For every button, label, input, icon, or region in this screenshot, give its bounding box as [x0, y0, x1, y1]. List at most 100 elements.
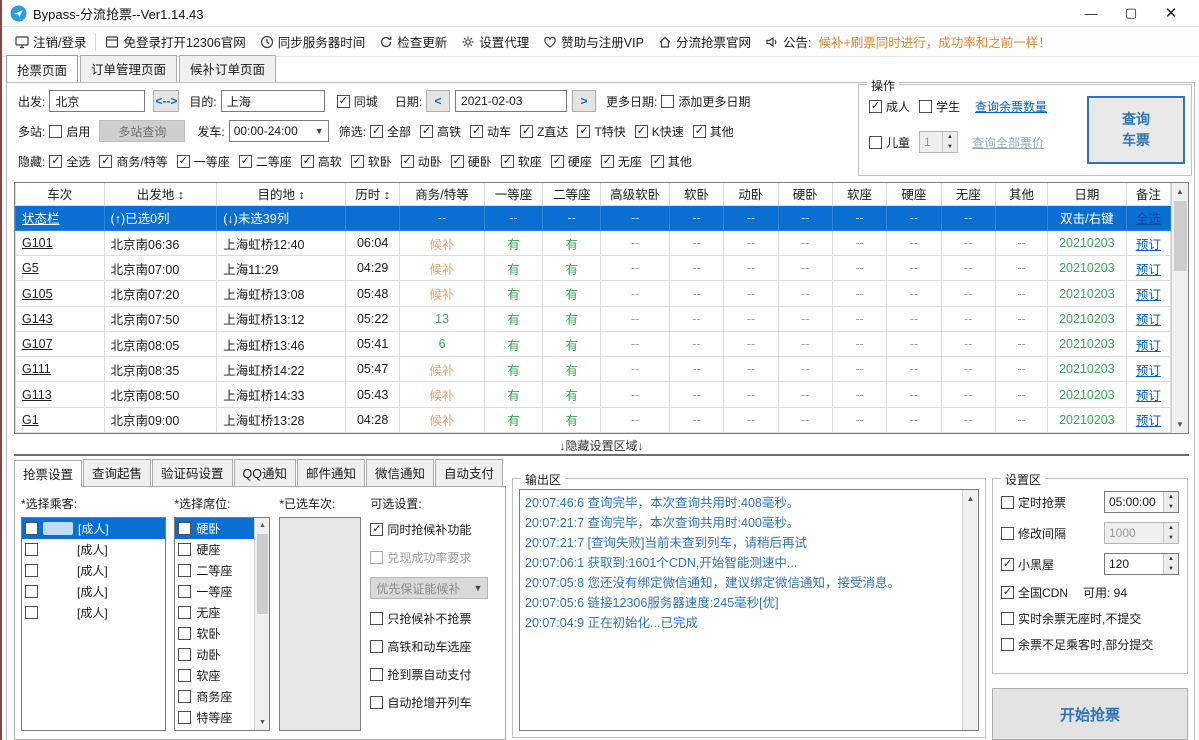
- logout-login-button[interactable]: 注销/登录: [8, 27, 93, 56]
- maximize-button[interactable]: ▢: [1124, 5, 1138, 20]
- seat-item-3[interactable]: 一等座: [175, 581, 254, 602]
- hide-checkbox-9[interactable]: 硬座: [550, 153, 592, 170]
- child-count-spinner[interactable]: 1 ▲ ▼: [919, 131, 959, 153]
- filter-checkbox-1[interactable]: 高铁: [420, 123, 461, 140]
- spinner-arrows[interactable]: ▲ ▼: [942, 132, 958, 152]
- main-tab-0[interactable]: 抢票页面: [6, 55, 79, 83]
- train-row[interactable]: G1 北京南09:00 上海虹桥13:28 04:28 候补有有 -- -- -- -- -- --…: [15, 406, 1172, 434]
- main-tab-1[interactable]: 订单管理页面: [80, 55, 178, 82]
- column-header-9[interactable]: 动卧: [723, 183, 779, 206]
- cell[interactable]: 预订: [1125, 305, 1172, 332]
- spinner-arrows[interactable]: ▲ ▼: [1163, 523, 1178, 543]
- column-header-2[interactable]: 目的地 ↕: [216, 183, 346, 206]
- same-city-checkbox[interactable]: 同城: [336, 93, 378, 110]
- passenger-item-4[interactable]: [成人]: [22, 602, 165, 623]
- set-proxy-button[interactable]: 设置代理: [454, 27, 536, 56]
- passenger-item-1[interactable]: [成人]: [22, 539, 165, 560]
- candidate-priority-dropdown[interactable]: 优先保证能候补 ▼: [370, 577, 489, 599]
- open-12306-button[interactable]: 免登录打开12306官网: [98, 27, 252, 56]
- rate-requirement-checkbox[interactable]: 兑现成功率要求: [370, 549, 499, 566]
- hide-checkbox-5[interactable]: 软卧: [350, 153, 392, 170]
- seat-item-5[interactable]: 软卧: [175, 623, 254, 644]
- grab-candidate-checkbox[interactable]: 同时抢候补功能: [370, 521, 499, 538]
- timed-grab-time-spinner[interactable]: 05:00:00 ▲ ▼: [1104, 491, 1179, 513]
- sponsor-vip-button[interactable]: 赞助与注册VIP: [536, 27, 651, 56]
- column-header-0[interactable]: 车次: [15, 183, 105, 206]
- scroll-up-icon[interactable]: ▲: [966, 493, 975, 503]
- scroll-down-icon[interactable]: ▼: [1176, 420, 1184, 429]
- autopay-checkbox[interactable]: 抢到票自动支付: [370, 666, 499, 683]
- bottom-tab-1[interactable]: 查询起售: [83, 459, 152, 486]
- close-button[interactable]: ✕: [1164, 5, 1178, 22]
- output-scrollbar[interactable]: ▲: [962, 490, 978, 730]
- column-header-5[interactable]: 一等座: [483, 183, 544, 206]
- cell[interactable]: 预订: [1125, 280, 1172, 307]
- next-date-button[interactable]: >: [572, 90, 597, 112]
- depart-time-dropdown[interactable]: 00:00-24:00 ▼: [228, 120, 329, 142]
- bottom-tab-5[interactable]: 微信通知: [366, 459, 435, 486]
- seat-item-8[interactable]: 商务座: [175, 686, 254, 707]
- seat-item-9[interactable]: 特等座: [175, 707, 254, 728]
- hide-checkbox-10[interactable]: 无座: [600, 153, 642, 170]
- hide-checkbox-2[interactable]: 一等座: [176, 153, 230, 170]
- cell[interactable]: 预订: [1125, 255, 1172, 282]
- cell[interactable]: 预订: [1125, 356, 1172, 383]
- adult-checkbox[interactable]: 成人: [869, 98, 910, 115]
- train-row[interactable]: G107 北京南08:05 上海虹桥13:46 05:41 6 有有 -- -- -- -- -- -…: [15, 330, 1172, 358]
- filter-checkbox-2[interactable]: 动车: [470, 123, 511, 140]
- hide-settings-divider[interactable]: ↓隐藏设置区域↓: [14, 437, 1189, 456]
- seat-item-4[interactable]: 无座: [175, 602, 254, 623]
- official-site-button[interactable]: 分流抢票官网: [651, 27, 758, 56]
- scroll-up-icon[interactable]: ▲: [1176, 187, 1184, 196]
- bottom-tab-6[interactable]: 自动支付: [435, 459, 504, 486]
- hide-checkbox-8[interactable]: 软座: [500, 153, 542, 170]
- hide-checkbox-3[interactable]: 二等座: [238, 153, 292, 170]
- hide-checkbox-7[interactable]: 硬卧: [450, 153, 492, 170]
- check-update-button[interactable]: 检查更新: [372, 27, 454, 56]
- filter-checkbox-4[interactable]: T特快: [577, 123, 626, 140]
- passenger-item-2[interactable]: [成人]: [22, 560, 165, 581]
- filter-checkbox-0[interactable]: 全部: [370, 123, 411, 140]
- column-header-8[interactable]: 软卧: [668, 183, 725, 206]
- blackroom-checkbox[interactable]: 小黑屋: [1001, 556, 1054, 573]
- sync-server-time-button[interactable]: 同步服务器时间: [253, 27, 373, 56]
- start-grab-button[interactable]: 开始抢票: [992, 688, 1188, 740]
- no-seat-no-submit-checkbox[interactable]: 实时余票无座时,不提交: [1001, 610, 1141, 627]
- main-tab-2[interactable]: 候补订单页面: [179, 55, 277, 82]
- cell[interactable]: G111: [15, 356, 105, 383]
- filter-checkbox-5[interactable]: K快速: [634, 123, 684, 140]
- cell[interactable]: 预订: [1125, 330, 1172, 358]
- cell[interactable]: G101: [15, 229, 105, 257]
- seat-item-6[interactable]: 动卧: [175, 644, 254, 665]
- train-row[interactable]: G105 北京南07:20 上海虹桥13:08 05:48 候补有有 -- -- -- -- --…: [15, 280, 1172, 307]
- filter-checkbox-6[interactable]: 其他: [692, 123, 734, 140]
- seat-list-scrollbar[interactable]: ▲ ▼: [254, 518, 270, 730]
- seat-item-1[interactable]: 硬座: [175, 539, 254, 560]
- column-header-16[interactable]: 备注: [1125, 183, 1172, 206]
- query-tickets-button[interactable]: 查询 车票: [1087, 96, 1185, 164]
- cell[interactable]: 预订: [1125, 406, 1172, 434]
- depart-input[interactable]: 北京: [49, 90, 146, 112]
- cell[interactable]: G113: [15, 381, 105, 408]
- timed-grab-checkbox[interactable]: 定时抢票: [1001, 494, 1066, 511]
- passenger-item-0[interactable]: [成人]: [22, 518, 165, 539]
- hide-checkbox-11[interactable]: 其他: [650, 153, 692, 170]
- blackroom-spinner[interactable]: 120 ▲ ▼: [1104, 553, 1179, 575]
- spinner-arrows[interactable]: ▲ ▼: [1163, 492, 1178, 512]
- bottom-tab-0[interactable]: 抢票设置: [14, 460, 83, 487]
- train-row[interactable]: G5 北京南07:00 上海11:29 04:29 候补有有 -- -- -- -- -- -- --…: [15, 255, 1172, 282]
- table-scrollbar[interactable]: ▲ ▼: [1171, 183, 1188, 433]
- column-header-12[interactable]: 硬座: [886, 183, 942, 206]
- column-header-14[interactable]: 其他: [994, 183, 1049, 206]
- column-header-4[interactable]: 商务/特等: [399, 183, 485, 206]
- filter-checkbox-3[interactable]: Z直达: [520, 123, 568, 140]
- partial-submit-checkbox[interactable]: 余票不足乘客时,部分提交: [1001, 636, 1153, 653]
- train-row[interactable]: G143 北京南07:50 上海虹桥13:12 05:22 13 有有 -- -- -- -- --…: [15, 305, 1172, 332]
- multi-station-query-button[interactable]: 多站查询: [99, 120, 186, 142]
- multi-enable-checkbox[interactable]: 启用: [49, 123, 90, 140]
- status-row[interactable]: 状态栏 (↑)已选0列 (↓)未选39列 -- -- -- -- -- -- -- -- -- -- 双击…: [15, 204, 1172, 231]
- query-all-prices-link[interactable]: 查询全部票价: [972, 135, 1045, 150]
- dest-input[interactable]: 上海: [220, 90, 325, 112]
- column-header-15[interactable]: 日期: [1047, 183, 1127, 206]
- column-header-10[interactable]: 硬卧: [777, 183, 833, 206]
